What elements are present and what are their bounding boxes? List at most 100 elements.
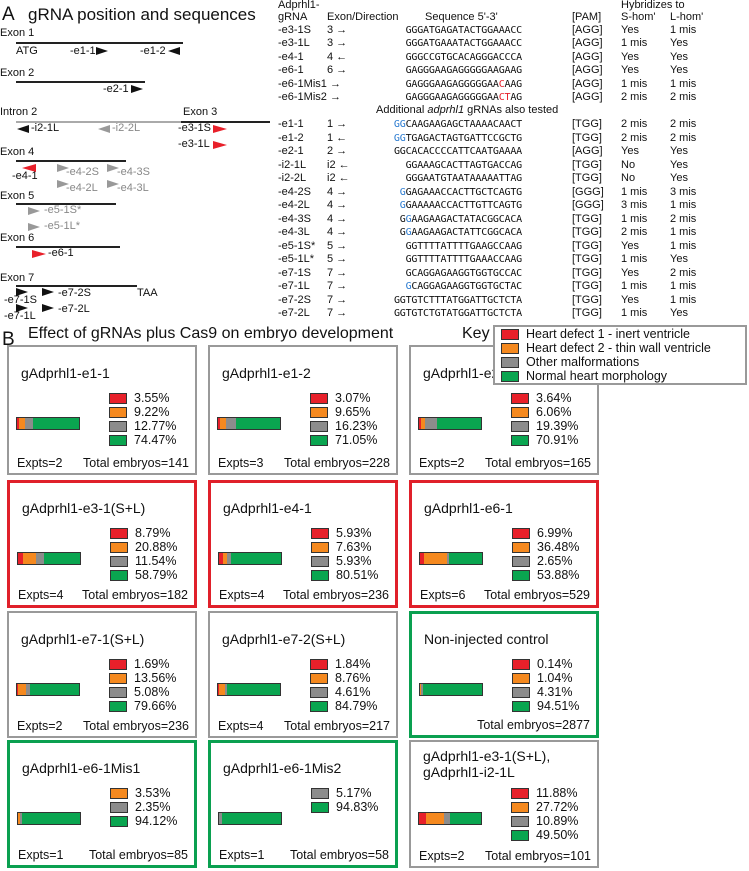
total-embryos: Total embryos=58 [289,848,389,862]
header-sequence: Sequence 5'-3' [425,11,498,23]
pam: [TGG] [572,293,602,306]
arrow-right-icon [213,125,227,133]
bar-segment-heart-defect-2 [18,684,27,695]
legend-swatch [512,541,530,553]
sequence: GGGATGAGATACTGGAAACC [405,25,523,36]
total-embryos: Total embryos=165 [485,456,591,470]
legend-swatch [511,392,529,404]
arrow-right-icon [131,85,143,93]
legend-swatch [311,801,329,813]
bar-segment-other-malformations [20,813,22,824]
l-hom: Yes [670,64,688,77]
sequence-part: GGGATGAGATACTGGAAACC [405,25,523,36]
value-legend-item: 58.79% [110,568,177,582]
total-embryos: Total embryos=2877 [477,718,590,732]
legend-label: Normal heart morphology [526,369,668,383]
sequence-part: GAGGGAAGAGGGGGAAGAAG [405,65,523,77]
exon-direction: 4 ← [327,50,348,63]
exon-direction: 7 → [327,307,348,319]
value-legend-item: 0.14% [512,657,572,671]
grna-name: -e1-1 [278,118,304,130]
legend-swatch [110,555,128,567]
sequence: GGAAAAACCACTTGTTCAGTG [400,200,522,211]
pam: [AGG] [572,37,603,50]
taa-label: TAA [137,287,158,299]
legend-swatch [511,829,529,841]
legend-swatch [110,527,128,539]
panel-b-letter: B [2,329,15,350]
pam: [AGG] [572,145,603,157]
bar-segment-normal [32,418,79,429]
value-label: 4.61% [335,685,371,699]
bar-segment-normal [235,418,280,429]
e4-2L-label: -e4-2L [66,182,98,194]
panel-footer: Expts=4 Total embryos=217 [218,719,390,733]
i2-2L-label: -i2-2L [112,122,141,134]
header-exon: Exon/Direction [327,11,399,23]
value-legend-item: 16.23% [310,419,377,433]
sequence-part: G [405,281,412,292]
value-legend-item: 11.88% [511,786,577,800]
exon6-line [16,246,120,248]
bar-segment-other-malformations [24,418,33,429]
value-legend-item: 5.08% [109,685,169,699]
s-hom: 1 mis [621,185,648,198]
chart-panel: gAdprhl1-e3-1(S+L) 8.79% 20.88% 11.54% 58.79… [7,480,197,608]
grna-name: -i2-2L [278,172,307,184]
panel-footer: Expts=2 Total embryos=165 [419,456,591,470]
legend-swatch [110,569,128,581]
legend-item: Heart defect 1 - inert ventricle [501,327,745,341]
value-legend-item: 71.05% [310,433,377,447]
panel-title: gAdprhl1-e6-1 [424,500,513,516]
value-label: 8.76% [335,671,371,685]
value-label: 8.79% [135,526,171,540]
e6-1-label: -e6-1 [48,247,74,259]
l-hom: Yes [670,158,688,171]
value-legend-item: 7.63% [311,540,371,554]
legend-swatch [109,672,127,684]
sequence-part: GAGGGAAGAGGGGGAA [405,92,499,103]
bar-segment-heart-defect-2 [222,553,228,564]
value-label: 11.88% [536,786,578,800]
bar-segment-normal [423,684,482,695]
legend-swatch [512,527,530,539]
panel-footer: Expts=2 Total embryos=236 [17,719,189,733]
legend-swatch [310,406,328,418]
s-hom: 2 mis [621,91,648,103]
sequence-part: TGAGACTAGTGATTCCGCTG [405,132,523,144]
pam: [TGG] [572,118,602,130]
pam: [TGG] [572,226,602,238]
e7-2L-label: -e7-2L [58,303,90,315]
sequence-part: G [399,186,406,198]
value-label: 11.54% [135,554,177,568]
grna-name: -e6-1Mis1 → [278,77,341,90]
s-hom: 2 mis [621,226,648,238]
bar-segment-other-malformations [219,813,223,824]
value-label: 7.63% [336,540,372,554]
value-label: 5.93% [336,554,372,568]
legend-swatch [511,815,529,827]
value-legend-item: 3.53% [110,786,170,800]
panel-title: gAdprhl1-e7-1(S+L) [21,631,145,647]
bar-segment-heart-defect-2 [424,553,447,564]
value-legend-item: 2.35% [110,800,170,814]
arrow-right-icon [28,207,40,215]
l-hom: Yes [670,253,688,265]
grna-name: -e7-2L [278,307,310,319]
pam: [AGG] [572,91,603,103]
l-hom: 1 mis [670,24,697,36]
legend-label: Heart defect 2 - thin wall ventricle [526,341,711,355]
e4-1-label: -e4-1 [12,170,38,182]
pam: [AGG] [572,24,603,36]
panel-title: gAdprhl1-e2-1 [423,365,512,381]
bar-segment-normal [448,553,482,564]
value-label: 94.83% [336,800,379,814]
sequence-part: AAGAAGACTATTCGGCACA [411,227,522,238]
total-embryos: Total embryos=228 [284,456,390,470]
sequence-part: C [498,78,505,90]
value-label: 1.69% [134,657,170,671]
sequence-part: GG [393,132,406,144]
exon-direction: 4 → [327,212,348,225]
value-legend-item: 94.83% [311,800,378,814]
value-legend-item: 2.65% [512,554,572,568]
